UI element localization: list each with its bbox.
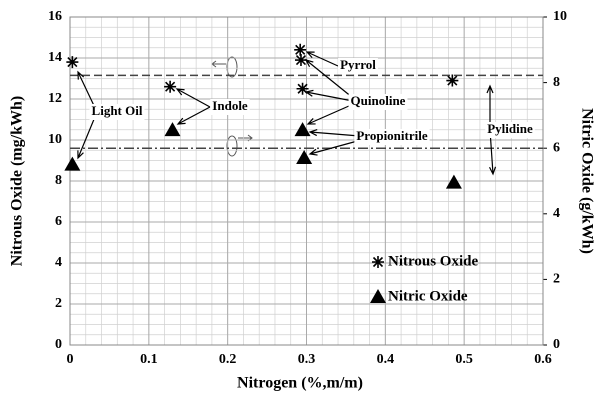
annotation: Quinoline <box>351 93 406 108</box>
annotation-arrow <box>176 106 211 125</box>
x-tick-label: 0.3 <box>298 352 316 367</box>
x-tick-label: 0.5 <box>455 352 473 367</box>
asterisk-marker <box>294 54 307 67</box>
y-tick-label: 14 <box>48 50 62 65</box>
x-tick-label: 0.4 <box>377 352 395 367</box>
y2-tick-label: 6 <box>553 140 560 155</box>
y-tick-label: 6 <box>55 214 62 229</box>
triangle-marker <box>445 174 462 189</box>
annotation: Indole <box>212 98 248 113</box>
asterisk-marker <box>372 256 384 268</box>
annotation-bg <box>338 58 378 74</box>
y2-axis-title: Nitric Oxide (g/kWh) <box>578 108 595 254</box>
y-tick-label: 0 <box>55 337 62 352</box>
triangle-marker <box>294 122 311 137</box>
x-tick-label: 0 <box>67 352 74 367</box>
annotation-bg <box>89 104 145 120</box>
asterisk-marker <box>296 82 309 95</box>
legend-label: Nitric Oxide <box>388 288 468 304</box>
asterisk-marker <box>164 80 177 93</box>
annotation: Pylidine <box>487 121 533 136</box>
asterisk-marker <box>66 56 79 69</box>
asterisk-marker <box>294 43 307 56</box>
y2-tick-label: 8 <box>553 75 560 90</box>
annotation-arrow <box>175 88 211 108</box>
y-axis-title: Nitrous Oxide (mg/kWh) <box>9 96 26 266</box>
x-tick-label: 0.1 <box>140 352 158 367</box>
y-tick-label: 4 <box>55 255 62 270</box>
direction-icons <box>211 56 253 157</box>
y2-tick-label: 4 <box>553 206 560 221</box>
annotation: Light Oil <box>92 103 143 118</box>
annotation-arrow <box>305 51 339 67</box>
x-tick-label: 0.2 <box>219 352 237 367</box>
triangle-marker <box>64 156 81 171</box>
y-tick-label: 8 <box>55 173 62 188</box>
triangle-marker <box>164 122 181 137</box>
y2-tick-label: 10 <box>553 9 567 24</box>
annotation: Propionitrile <box>356 128 427 143</box>
triangle-marker <box>296 150 313 165</box>
annotation: Pyrrol <box>340 57 376 72</box>
triangle-marker <box>370 289 386 303</box>
y-tick-label: 16 <box>48 9 62 24</box>
annotation-bg <box>485 122 535 138</box>
y-tick-label: 2 <box>55 296 62 311</box>
asterisk-marker <box>446 74 459 87</box>
legend-label: Nitrous Oxide <box>388 253 478 269</box>
annotation-bg <box>210 99 250 115</box>
annotation-bg <box>348 94 408 110</box>
y2-tick-label: 0 <box>553 337 560 352</box>
y2-tick-label: 2 <box>553 272 560 287</box>
y-tick-label: 10 <box>48 132 62 147</box>
annotation-bg <box>354 129 430 145</box>
x-tick-label: 0.6 <box>534 352 552 367</box>
y-tick-label: 12 <box>48 91 62 106</box>
plot-frame <box>69 16 544 346</box>
x-axis-title: Nitrogen (%,m/m) <box>237 375 363 392</box>
